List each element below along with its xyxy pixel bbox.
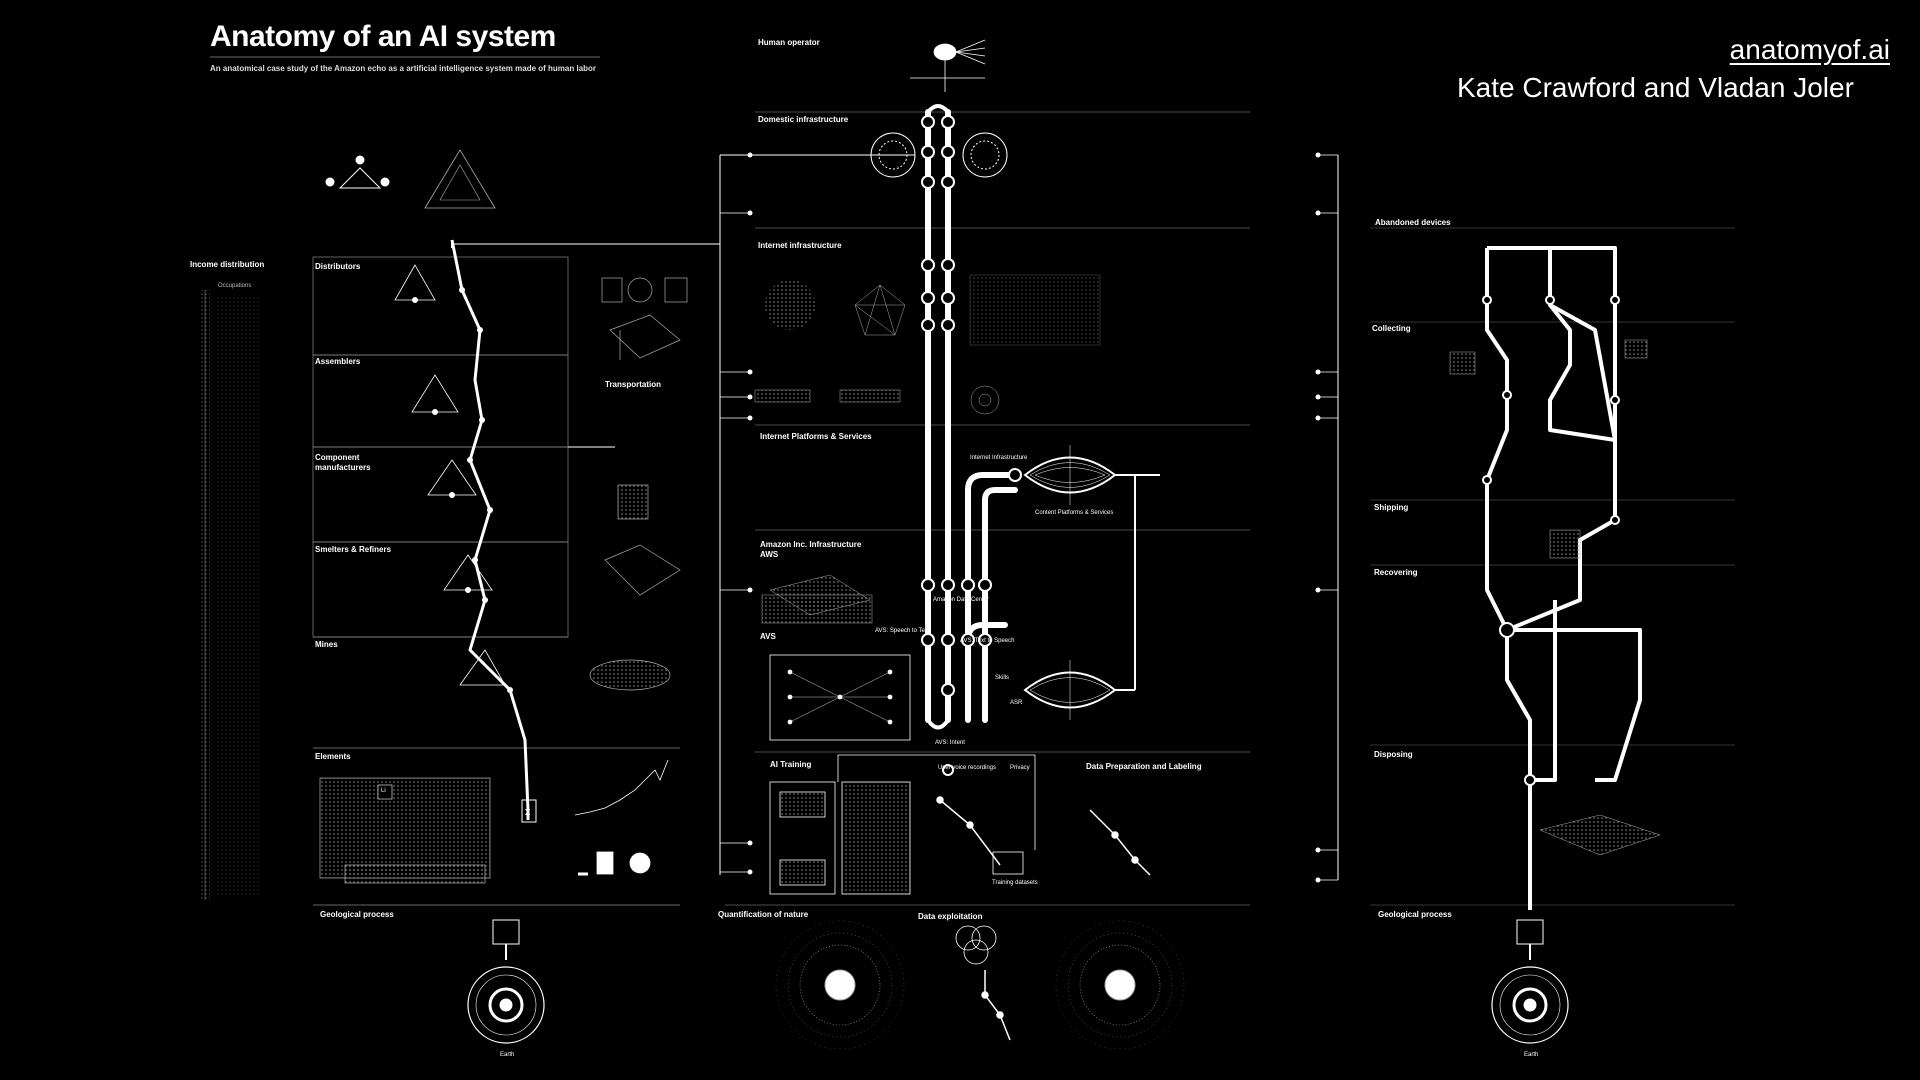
asr-label: ASR — [1010, 700, 1023, 706]
abandoned-devices-label: Abandoned devices — [1375, 218, 1451, 227]
shipping-label: Shipping — [1374, 503, 1409, 512]
transport-illustrations — [589, 277, 688, 691]
data-preparation-label: Data Preparation and Labeling — [1086, 762, 1202, 771]
geological-process-left-label: Geological process — [320, 910, 394, 919]
rare-earth-chart — [574, 759, 669, 876]
skills-label: Skills — [995, 675, 1010, 681]
aws-servers — [761, 574, 873, 624]
page-subtitle: An anatomical case study of the Amazon e… — [210, 64, 597, 73]
internet-infrastructure-label: Internet infrastructure — [758, 241, 842, 250]
lens-shapes — [1023, 445, 1160, 720]
data-exploitation-label: Data exploitation — [918, 912, 983, 921]
disposing-label: Disposing — [1374, 750, 1413, 759]
credit-authors: Kate Crawford and Vladan Joler — [1457, 72, 1854, 103]
spine-stations — [921, 115, 955, 697]
income-bars — [200, 290, 260, 900]
human-operator-label: Human operator — [758, 38, 820, 47]
speech-to-text-label: AVS: Speech to Text — [875, 628, 930, 634]
center-panel-frame — [719, 111, 1339, 906]
collecting-label: Collecting — [1372, 324, 1411, 333]
exploitation-tree — [981, 970, 1011, 1041]
smelters-label: Smelters & Refiners — [315, 545, 392, 554]
user-voice-label: User voice recordings — [938, 765, 997, 771]
quantification-label: Quantification of nature — [718, 910, 809, 919]
x-mark: X — [525, 808, 531, 817]
credit-link[interactable]: anatomyof.ai — [1729, 34, 1890, 65]
training-datasets-label: Training datasets — [992, 880, 1038, 886]
transportation-label: Transportation — [605, 380, 662, 389]
elements-label: Elements — [315, 752, 351, 761]
central-spine — [925, 104, 951, 730]
privacy-label: Privacy — [1010, 765, 1030, 771]
income-distribution-label: Income distribution — [190, 260, 265, 269]
domestic-infrastructure-label: Domestic infrastructure — [758, 115, 849, 124]
internet-infra-small-label: Internet Infrastructure — [970, 455, 1028, 461]
internet-platforms-label: Internet Platforms & Services — [760, 432, 872, 441]
mines-label: Mines — [315, 640, 338, 649]
data-prep-tree — [936, 796, 1151, 876]
supply-chain-frame — [312, 256, 680, 906]
page-title: Anatomy of an AI system — [210, 20, 556, 53]
earth-right — [1491, 919, 1569, 1044]
data-center-label: Amazon Data Center — [933, 597, 990, 603]
occupations-label: Occupations — [218, 283, 252, 289]
path-nodes — [412, 287, 513, 693]
recycling-network — [1485, 246, 1642, 910]
recycling-stations — [1482, 295, 1620, 786]
internet-graphs — [754, 274, 1101, 415]
right-icons — [1449, 339, 1661, 856]
left-edge-links — [720, 154, 1338, 881]
branch-stations — [942, 468, 1022, 776]
pyramid-diagram — [325, 149, 496, 209]
human-operator-graph — [910, 39, 986, 92]
earth-left — [467, 919, 545, 1044]
ai-training-panels — [769, 754, 1036, 895]
amazon-infrastructure-label: Amazon Inc. Infrastructure — [760, 540, 862, 549]
left-edge-ticks — [747, 152, 1321, 883]
echo-devices — [870, 132, 1008, 178]
avs-neural-net — [769, 654, 911, 741]
ai-training-label: AI Training — [770, 760, 812, 769]
intent-label: AVS: Intent — [935, 740, 965, 746]
assemblers-label: Assemblers — [315, 357, 361, 366]
lithium-mark: Li — [381, 788, 386, 794]
text-to-speech-label: AVS: Text to Speech — [960, 638, 1015, 644]
supply-chain-path — [450, 154, 915, 820]
geological-process-right-label: Geological process — [1378, 910, 1452, 919]
earth-left-label: Earth — [500, 1052, 515, 1058]
distributors-label: Distributors — [315, 262, 361, 271]
quantification-bursts — [775, 920, 1185, 1050]
periodic-table — [319, 777, 491, 884]
earth-right-label: Earth — [1524, 1052, 1539, 1058]
component-manufacturers-label: Component manufacturers — [315, 453, 371, 472]
right-panel-frame — [1370, 227, 1735, 906]
avs-label: AVS — [760, 632, 776, 641]
recovering-label: Recovering — [1374, 568, 1418, 577]
content-platforms-label: Content Platforms & Services — [1035, 510, 1114, 516]
x-box — [521, 799, 537, 823]
aws-label: AWS — [760, 550, 779, 559]
triangle-nodes — [394, 264, 506, 686]
